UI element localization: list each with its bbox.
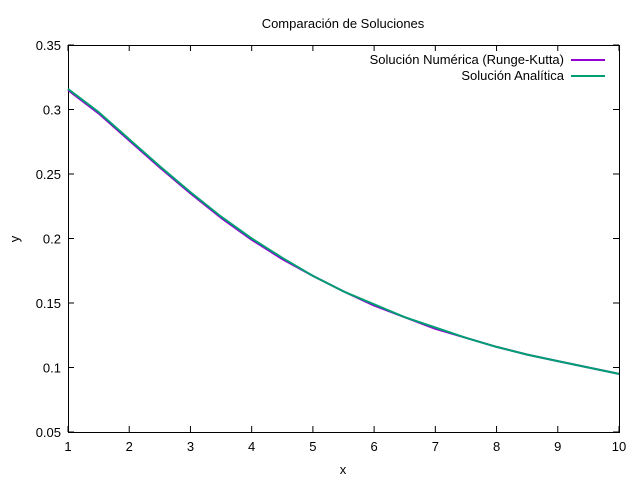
legend-label: Solución Analítica bbox=[461, 68, 564, 83]
x-tick-label: 4 bbox=[248, 439, 255, 454]
y-tick-label: 0.2 bbox=[43, 232, 61, 247]
legend: Solución Numérica (Runge-Kutta)Solución … bbox=[370, 52, 605, 83]
legend-label: Solución Numérica (Runge-Kutta) bbox=[370, 52, 564, 67]
series-lines bbox=[67, 88, 620, 375]
axes: 1 2 3 4 5 6 7 8 9 10 0.05 0.1 0.15 0.2 0.25 0.3 0.35 bbox=[36, 38, 627, 454]
series-line-2 bbox=[67, 88, 620, 375]
x-tick-label: 6 bbox=[370, 439, 377, 454]
x-tick-label: 9 bbox=[554, 439, 561, 454]
series-line-1 bbox=[67, 89, 620, 375]
x-axis-label: x bbox=[340, 462, 347, 477]
x-tick-label: 7 bbox=[432, 439, 439, 454]
y-axis-label: y bbox=[7, 235, 22, 242]
y-tick-label: 0.35 bbox=[36, 38, 61, 53]
x-tick-label: 5 bbox=[309, 439, 316, 454]
y-tick-label: 0.3 bbox=[43, 103, 61, 118]
y-tick-label: 0.15 bbox=[36, 296, 61, 311]
x-tick-label: 2 bbox=[126, 439, 133, 454]
y-tick-label: 0.05 bbox=[36, 425, 61, 440]
y-tick-label: 0.25 bbox=[36, 167, 61, 182]
x-tick-label: 3 bbox=[187, 439, 194, 454]
chart-title: Comparación de Soluciones bbox=[262, 16, 425, 31]
x-tick-label: 1 bbox=[64, 439, 71, 454]
x-tick-label: 8 bbox=[493, 439, 500, 454]
x-tick-label: 10 bbox=[612, 439, 626, 454]
plot-frame bbox=[68, 45, 620, 433]
y-tick-label: 0.1 bbox=[43, 361, 61, 376]
